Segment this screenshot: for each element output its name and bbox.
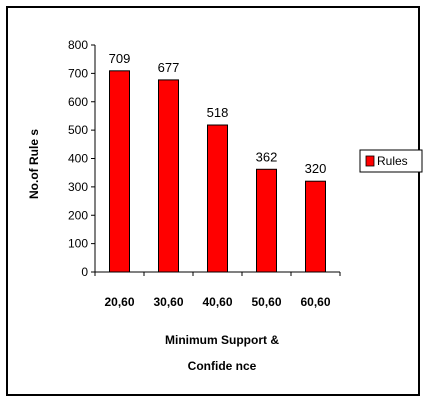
bar-50-60 [256,168,277,273]
x-tick-label: 20,60 [104,295,134,309]
y-axis-label: No.of Rule s [27,129,41,199]
bar-40-60 [207,124,228,273]
y-tick-label: 100 [68,237,88,251]
y-axis: 0 100 200 300 400 500 600 700 800 [68,38,96,279]
legend: Rules [359,149,423,173]
y-tick-label: 600 [68,95,88,109]
x-axis: 20,60 30,60 40,60 50,60 60,60 [94,271,341,309]
data-label: 320 [305,161,327,176]
y-tick-label: 800 [68,38,88,52]
data-labels: 709 677 518 362 320 [109,51,327,176]
bar-30-60 [158,79,179,273]
data-label: 709 [109,51,131,66]
y-tick-label: 300 [68,180,88,194]
bar-20-60 [109,70,130,273]
x-tick-label: 50,60 [251,295,281,309]
x-tick-label: 40,60 [202,295,232,309]
y-tick-label: 200 [68,208,88,222]
y-tick-label: 700 [68,66,88,80]
x-tick-label: 60,60 [300,295,330,309]
y-tick-label: 0 [81,265,88,279]
legend-label-rules: Rules [377,154,408,168]
data-label: 677 [158,60,180,75]
bar-60-60 [305,180,326,273]
y-tick-label: 500 [68,123,88,137]
data-label: 518 [207,105,229,120]
y-tick-label: 400 [68,152,88,166]
legend-swatch-rules [365,155,375,167]
data-label: 362 [256,149,278,164]
x-axis-label-line-1: Minimum Support & [165,333,279,347]
bars [109,70,326,273]
x-tick-label: 30,60 [153,295,183,309]
x-axis-label-line-2: Confide nce [188,359,257,373]
legend-box [359,149,423,173]
